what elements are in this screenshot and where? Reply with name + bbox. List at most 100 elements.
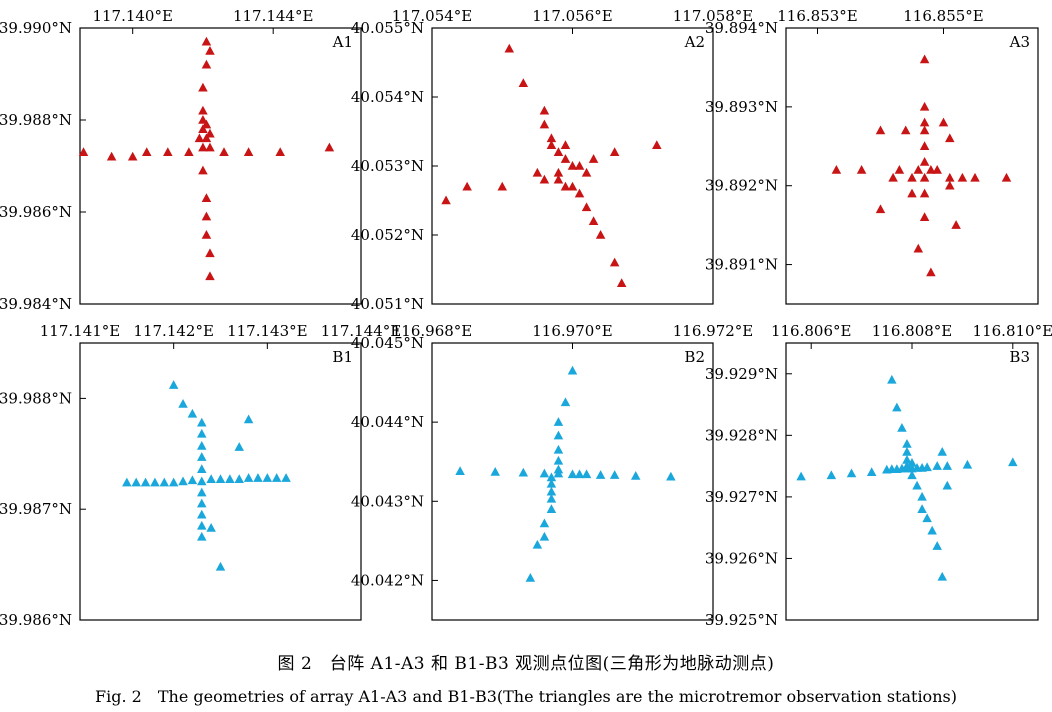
x-tick-label: 117.140°E <box>92 7 172 25</box>
station-marker <box>553 464 564 474</box>
station-marker <box>197 487 207 497</box>
y-tick-label: 39.986°N <box>0 611 72 629</box>
station-marker <box>652 140 662 150</box>
station-marker <box>567 469 578 479</box>
station-marker <box>970 172 980 182</box>
panel-b1: 117.141°E 117.142°E 117.143°E 117.144°E 39.9… <box>0 322 401 629</box>
station-marker <box>609 147 620 156</box>
station-marker <box>127 151 138 161</box>
station-marker <box>532 167 543 177</box>
caption-english: Fig. 2 The geometries of array A1-A3 and… <box>95 687 957 706</box>
station-marker <box>187 408 198 418</box>
station-marker <box>926 164 936 174</box>
station-marker <box>201 133 212 143</box>
station-marker <box>937 446 947 456</box>
panel-label: B3 <box>1009 348 1030 366</box>
station-marker <box>567 161 578 170</box>
station-marker <box>581 167 592 177</box>
y-tick-label: 39.929°N <box>705 365 778 383</box>
y-tick-label: 40.051°N <box>351 295 424 313</box>
station-marker <box>826 470 837 480</box>
station-marker <box>150 477 160 487</box>
station-marker <box>919 188 930 198</box>
station-marker <box>546 504 557 513</box>
station-marker <box>197 476 207 486</box>
station-marker <box>927 525 937 535</box>
station-marker <box>609 470 620 479</box>
station-marker <box>197 417 207 427</box>
station-marker <box>922 462 932 472</box>
station-marker <box>553 147 564 156</box>
station-marker <box>902 461 912 470</box>
station-marker <box>926 267 936 277</box>
station-marker <box>907 458 917 467</box>
station-marker <box>581 469 592 479</box>
y-tick-label: 39.984°N <box>0 295 72 313</box>
x-tick-label: 117.058°E <box>673 7 753 25</box>
station-marker <box>894 164 905 174</box>
station-marker <box>205 128 215 138</box>
station-marker <box>215 474 226 484</box>
station-marker <box>917 491 927 501</box>
station-marker <box>504 43 515 53</box>
station-marker <box>919 157 930 166</box>
x-tick-label: 116.972°E <box>673 322 753 340</box>
x-tick-label: 116.970°E <box>532 322 612 340</box>
panel-label: A3 <box>1009 33 1030 51</box>
y-tick-label: 40.054°N <box>351 88 424 106</box>
station-marker <box>945 172 955 182</box>
station-marker <box>441 195 451 205</box>
station-marker <box>560 181 571 191</box>
station-marker <box>875 204 886 214</box>
station-marker <box>178 398 188 408</box>
panel-label: B1 <box>332 348 353 366</box>
station-marker <box>275 147 285 156</box>
station-marker <box>518 78 529 87</box>
station-marker <box>866 467 877 477</box>
station-marker <box>892 402 902 412</box>
station-marker <box>140 477 151 487</box>
station-marker <box>942 461 953 470</box>
station-marker <box>595 230 606 239</box>
panel-label: B2 <box>684 348 705 366</box>
station-marker <box>796 471 806 481</box>
station-marker <box>497 181 507 191</box>
station-marker <box>546 478 557 488</box>
station-marker <box>1001 172 1012 182</box>
y-tick-label: 39.891°N <box>705 256 778 274</box>
station-marker <box>539 105 550 115</box>
station-marker <box>560 397 571 407</box>
y-tick-label: 40.044°N <box>351 413 424 431</box>
x-tick-label: 116.968°E <box>392 322 472 340</box>
station-marker <box>553 430 564 440</box>
station-marker <box>194 133 205 143</box>
station-marker <box>945 180 955 190</box>
station-marker <box>225 474 235 484</box>
y-tick-label: 40.055°N <box>351 19 424 37</box>
station-marker <box>201 211 212 221</box>
station-marker <box>1008 457 1018 467</box>
station-marker <box>831 164 842 174</box>
station-marker <box>588 154 599 163</box>
station-marker <box>197 428 207 438</box>
station-marker <box>205 248 215 258</box>
station-marker <box>141 147 152 156</box>
y-tick-label: 39.894°N <box>705 19 778 37</box>
station-marker <box>917 504 927 513</box>
station-marker <box>198 82 208 92</box>
station-marker <box>919 172 930 182</box>
station-marker <box>942 480 953 490</box>
station-marker <box>197 464 207 474</box>
station-marker <box>201 193 212 202</box>
panel-a3: 116.853°E 116.855°E 39.891°N 39.892°N 39.893… <box>705 7 1039 305</box>
station-marker <box>951 220 961 229</box>
station-marker <box>846 468 857 478</box>
panel-frame <box>79 342 362 621</box>
station-marker <box>198 105 208 115</box>
panel-label: A2 <box>684 33 705 51</box>
station-marker <box>197 520 207 530</box>
station-marker <box>206 523 216 532</box>
x-tick-label: 117.054°E <box>392 7 472 25</box>
station-marker <box>907 470 917 480</box>
x-tick-label: 117.056°E <box>532 7 612 25</box>
